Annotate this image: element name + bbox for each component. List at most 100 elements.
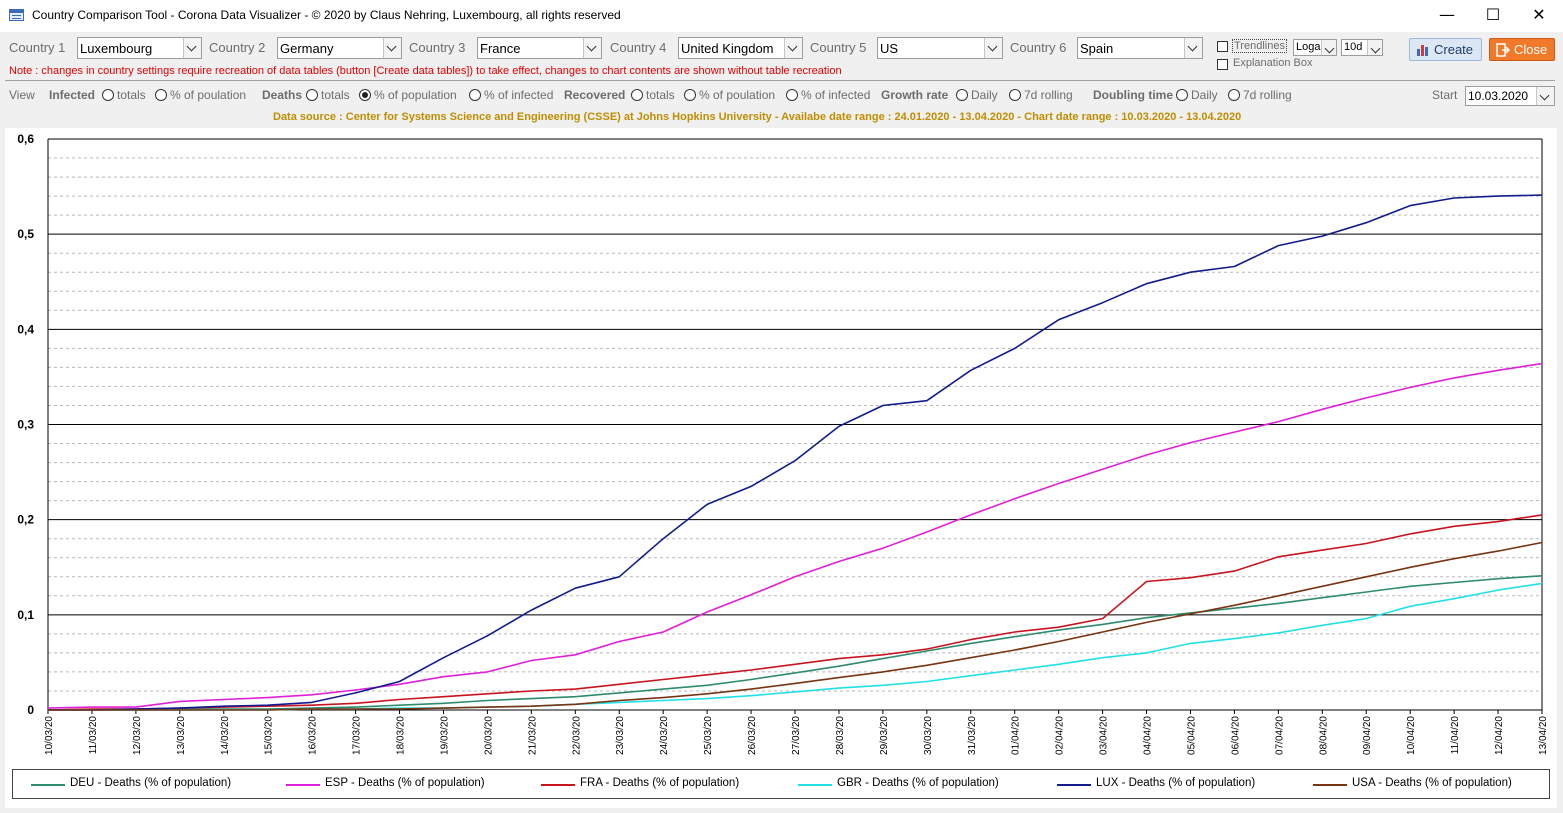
y-tick-label: 0,5 [17,227,34,241]
start-date-value: 10.03.2020 [1468,89,1529,103]
legend-label-gbr: GBR - Deaths (% of population) [837,777,999,789]
legend-swatch-lux [1057,784,1091,786]
close-button[interactable]: Close [1489,38,1555,61]
x-tick-label: 28/03/20 [835,716,846,755]
x-tick-label: 08/04/20 [1318,716,1329,755]
infected-totals-radio[interactable] [102,89,114,101]
growth-rolling-radio[interactable] [1009,89,1021,101]
chevron-down-icon[interactable] [183,38,201,58]
x-tick-label: 30/03/20 [923,716,934,755]
x-tick-label: 20/03/20 [483,716,494,755]
trendlines-checkbox[interactable] [1217,41,1228,52]
chevron-down-icon[interactable] [1321,40,1336,55]
legend-label-lux: LUX - Deaths (% of population) [1096,777,1256,789]
deaths-pct-population-radio[interactable] [359,89,371,101]
chevron-down-icon[interactable] [1536,87,1554,105]
recovered-totals-label: totals [646,88,675,102]
growth-daily-radio[interactable] [956,89,968,101]
x-tick-label: 10/03/20 [44,716,55,755]
growth-rate-label: Growth rate [881,88,949,102]
country-2-select[interactable]: Germany [277,37,402,59]
recovered-totals-radio[interactable] [631,89,643,101]
country-3-label: Country 3 [409,40,466,55]
y-tick-label: 0,4 [17,322,34,336]
doubling-rolling-label: 7d rolling [1243,88,1292,102]
x-tick-label: 27/03/20 [791,716,802,755]
data-source-info: Data source : Center for Systems Science… [273,111,1242,123]
chevron-down-icon[interactable] [583,38,601,58]
x-tick-label: 12/03/20 [132,716,143,755]
create-button-label: Create [1434,42,1474,57]
view-label: View [9,88,35,102]
country-2-label: Country 2 [209,40,266,55]
growth-rolling-label: 7d rolling [1024,88,1073,102]
doubling-rolling-radio[interactable] [1228,89,1240,101]
legend-swatch-deu [31,784,65,786]
country-3-value: France [480,41,521,56]
series-line-usa [48,541,1543,711]
chevron-down-icon[interactable] [383,38,401,58]
chevron-down-icon[interactable] [984,38,1002,58]
country-1-label: Country 1 [9,40,66,55]
x-tick-label: 07/04/20 [1274,716,1285,755]
scale-select[interactable]: Loga [1293,39,1337,56]
explanation-box-checkbox[interactable] [1217,59,1228,70]
close-window-button[interactable]: ✕ [1532,5,1546,24]
start-date-select[interactable]: 10.03.2020 [1465,86,1555,106]
recovered-pct-population-label: % of poulation [699,88,776,102]
x-tick-label: 01/04/20 [1011,716,1022,755]
x-tick-label: 23/03/20 [615,716,626,755]
create-button[interactable]: Create [1409,38,1482,61]
deaths-pct-infected-radio[interactable] [469,89,481,101]
country-5-label: Country 5 [810,40,867,55]
y-tick-label: 0,6 [17,132,34,146]
country-1-select[interactable]: Luxembourg [77,37,202,59]
infected-label: Infected [49,88,96,102]
x-tick-label: 12/04/20 [1494,716,1505,755]
divider [5,80,1555,81]
x-tick-label: 09/04/20 [1362,716,1373,755]
deaths-totals-radio[interactable] [306,89,318,101]
settings-note: Note : changes in country settings requi… [9,65,842,77]
country-3-select[interactable]: France [477,37,602,59]
maximize-button[interactable]: ☐ [1485,5,1501,24]
recovered-pct-infected-radio[interactable] [786,89,798,101]
country-6-value: Spain [1080,41,1114,56]
minimize-button[interactable]: — [1439,5,1455,24]
series-line-lux [48,194,1543,711]
x-tick-label: 31/03/20 [967,716,978,755]
doubling-daily-radio[interactable] [1176,89,1188,101]
series-line-fra [47,514,1543,711]
bar-chart-icon [1417,45,1428,56]
y-tick-label: 0 [27,703,34,717]
legend-swatch-fra [541,784,575,786]
recovered-label: Recovered [564,88,626,102]
chevron-down-icon[interactable] [1184,38,1202,58]
x-tick-label: 15/03/20 [264,716,275,755]
x-tick-label: 21/03/20 [527,716,538,755]
doubling-time-label: Doubling time [1093,88,1173,102]
x-tick-label: 11/03/20 [88,716,99,755]
close-button-label: Close [1514,42,1548,57]
deaths-pct-infected-label: % of infected [484,88,554,102]
chevron-down-icon[interactable] [1367,40,1382,55]
recovered-pct-population-radio[interactable] [684,89,696,101]
infected-pct-population-radio[interactable] [155,89,167,101]
country-5-select[interactable]: US [877,37,1003,59]
app-form-icon [9,9,24,21]
x-tick-label: 14/03/20 [220,716,231,755]
x-tick-label: 29/03/20 [879,716,890,755]
country-4-value: United Kingdom [681,41,774,56]
country-6-select[interactable]: Spain [1077,37,1203,59]
y-tick-label: 0,3 [17,418,34,432]
x-tick-label: 26/03/20 [747,716,758,755]
country-4-select[interactable]: United Kingdom [678,37,803,59]
recovered-pct-infected-label: % of infected [801,88,871,102]
chevron-down-icon[interactable] [784,38,802,58]
infected-pct-population-label: % of poulation [170,88,247,102]
legend-swatch-gbr [798,784,832,786]
legend-label-esp: ESP - Deaths (% of population) [325,777,485,789]
period-value: 10d [1344,41,1363,53]
country-5-value: US [880,41,899,56]
period-select[interactable]: 10d [1341,39,1383,56]
